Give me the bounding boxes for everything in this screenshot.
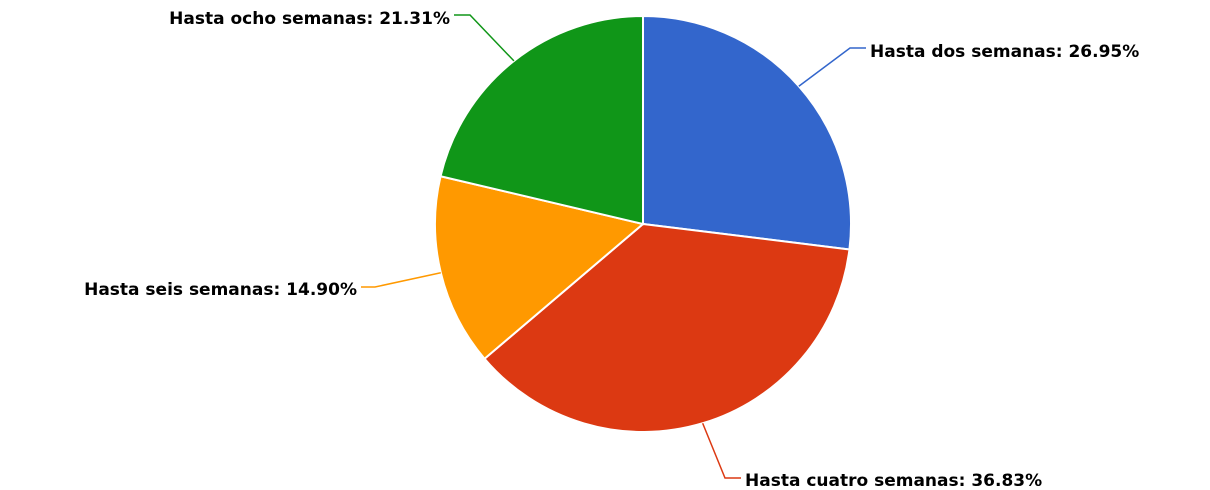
slice-label: Hasta seis semanas: 14.90% [84,280,357,300]
pie-slice [434,175,646,361]
pie-slice [483,222,851,433]
pie-slice [642,14,852,251]
leader-line [454,14,515,62]
leader-line [361,271,441,288]
slice-label: Hasta dos semanas: 26.95% [870,42,1139,62]
slice-label: Hasta ocho semanas: 21.31% [169,9,450,29]
slice-label: Hasta cuatro semanas: 36.83% [745,471,1042,490]
leader-line [701,422,741,479]
leader-line [798,47,866,87]
